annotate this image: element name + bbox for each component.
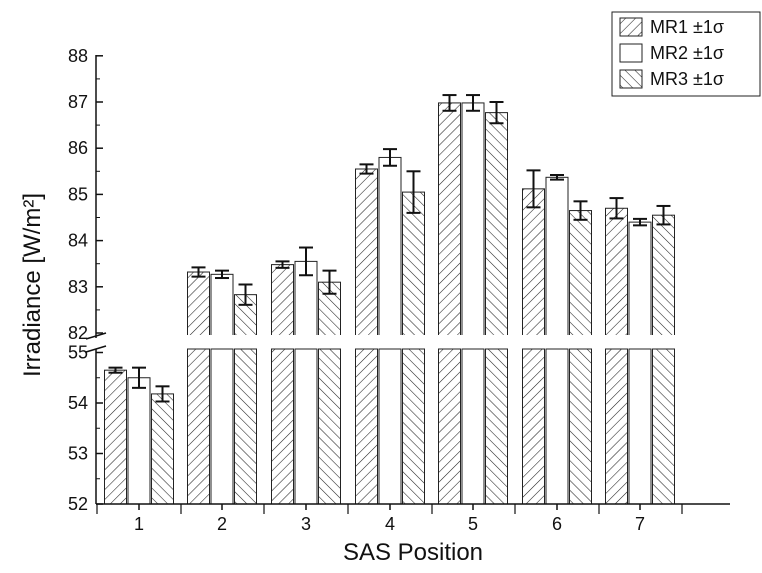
- bar: [187, 348, 210, 505]
- bar: [628, 221, 652, 339]
- y-tick-label: 53: [68, 444, 88, 464]
- bar: [628, 348, 652, 505]
- bar: [652, 214, 675, 339]
- bar: [104, 369, 127, 505]
- bar: [271, 264, 294, 339]
- bar: [378, 348, 402, 505]
- error-bars-layer: [108, 94, 671, 403]
- bar: [438, 102, 461, 339]
- bar: [402, 348, 425, 505]
- bar: [569, 210, 592, 339]
- y-tick-label: 85: [68, 184, 88, 204]
- axis-break-gap: [97, 335, 697, 347]
- axis-break-mark: [85, 332, 107, 340]
- bar: [652, 348, 675, 505]
- y-tick-label: 82: [68, 323, 88, 343]
- bar: [210, 273, 234, 339]
- bar: [605, 207, 628, 339]
- legend-swatch: [619, 69, 643, 89]
- x-axis-title: SAS Position: [343, 539, 483, 566]
- bar: [522, 188, 545, 339]
- bar: [378, 156, 402, 339]
- legend-label: MR1 ±1σ: [650, 17, 724, 37]
- bar: [318, 348, 341, 505]
- bar: [461, 102, 485, 339]
- bar: [271, 348, 294, 505]
- y-tick-label: 84: [68, 231, 88, 251]
- bar: [151, 393, 174, 505]
- y-tick-label: 83: [68, 277, 88, 297]
- legend: MR1 ±1σ MR2 ±1σ MR3 ±1σ: [611, 11, 761, 97]
- x-tick-label: 4: [385, 514, 395, 534]
- bar: [485, 348, 508, 505]
- bar: [127, 377, 151, 505]
- bar: [234, 348, 257, 505]
- bar: [605, 348, 628, 505]
- bar: [355, 348, 378, 505]
- bars-layer: [97, 102, 697, 505]
- x-tick-label: 1: [134, 514, 144, 534]
- y-tick-label: 88: [68, 46, 88, 66]
- y-tick-label: 52: [68, 494, 88, 514]
- bar: [545, 176, 569, 339]
- bar: [294, 348, 318, 505]
- bar: [438, 348, 461, 505]
- bar: [522, 348, 545, 505]
- y-tick-label: 55: [68, 343, 88, 363]
- x-tick-label: 5: [468, 514, 478, 534]
- bar: [355, 168, 378, 339]
- bar: [210, 348, 234, 505]
- y-tick-label: 87: [68, 92, 88, 112]
- bar: [402, 191, 425, 339]
- bar: [187, 271, 210, 339]
- legend-swatch: [619, 17, 643, 37]
- bar: [485, 112, 508, 339]
- axis-break-mark: [85, 345, 107, 353]
- bar: [545, 348, 569, 505]
- y-axis-title: Irradiance [W/m²]: [19, 193, 46, 377]
- legend-label: MR2 ±1σ: [650, 43, 724, 63]
- x-tick-label: 2: [217, 514, 227, 534]
- x-tick-label: 7: [635, 514, 645, 534]
- bar: [461, 348, 485, 505]
- x-tick-label: 6: [552, 514, 562, 534]
- y-tick-label: 86: [68, 138, 88, 158]
- legend-label: MR3 ±1σ: [650, 69, 724, 89]
- y-tick-label: 54: [68, 393, 88, 413]
- bar: [569, 348, 592, 505]
- x-tick-label: 3: [301, 514, 311, 534]
- legend-swatch: [619, 43, 643, 63]
